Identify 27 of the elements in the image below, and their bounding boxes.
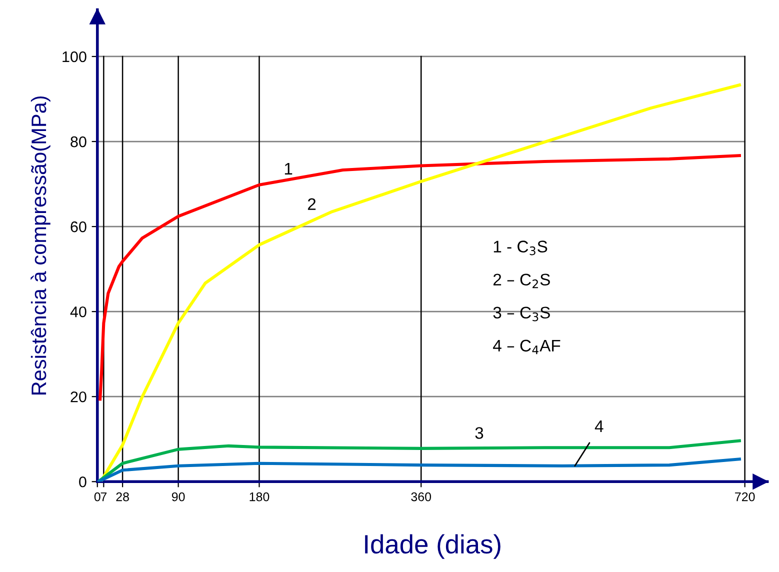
line-series — [100, 83, 741, 482]
x-tick-label: 720 — [735, 492, 755, 502]
y-axis-title: Resistência à compressão(MPa) — [30, 96, 50, 394]
x-tick-label: 7 — [100, 492, 107, 502]
annotation: 2 – C$_{2}$S — [493, 274, 550, 288]
annotation: 4 — [594, 420, 604, 432]
line-series — [97, 458, 741, 482]
annotation: 3 — [475, 427, 484, 439]
y-tick-label: 40 — [70, 306, 86, 318]
annotation: 2 — [308, 198, 316, 210]
annotation: 1 — [284, 163, 292, 174]
x-tick-label: 180 — [250, 492, 270, 502]
y-tick-label: 100 — [62, 51, 86, 62]
x-axis-title: Idade (dias) — [365, 534, 500, 559]
line-series — [97, 439, 741, 482]
x-tick-label: 360 — [411, 492, 432, 502]
y-tick-label: 0 — [79, 476, 86, 488]
annotation: 1 - C$_{3}$S — [494, 240, 548, 256]
x-tick-label: 90 — [172, 492, 185, 502]
x-tick-label: 28 — [116, 492, 129, 502]
annotation: 3 – C$_{3}$S — [493, 306, 550, 322]
x-tick-label: 0 — [94, 492, 100, 502]
y-tick-label: 80 — [70, 136, 86, 148]
y-tick-label: 20 — [70, 391, 86, 402]
line-series — [98, 154, 741, 401]
y-tick-label: 60 — [70, 221, 86, 232]
annotation: 4 – C$_{4}$AF — [493, 340, 560, 354]
